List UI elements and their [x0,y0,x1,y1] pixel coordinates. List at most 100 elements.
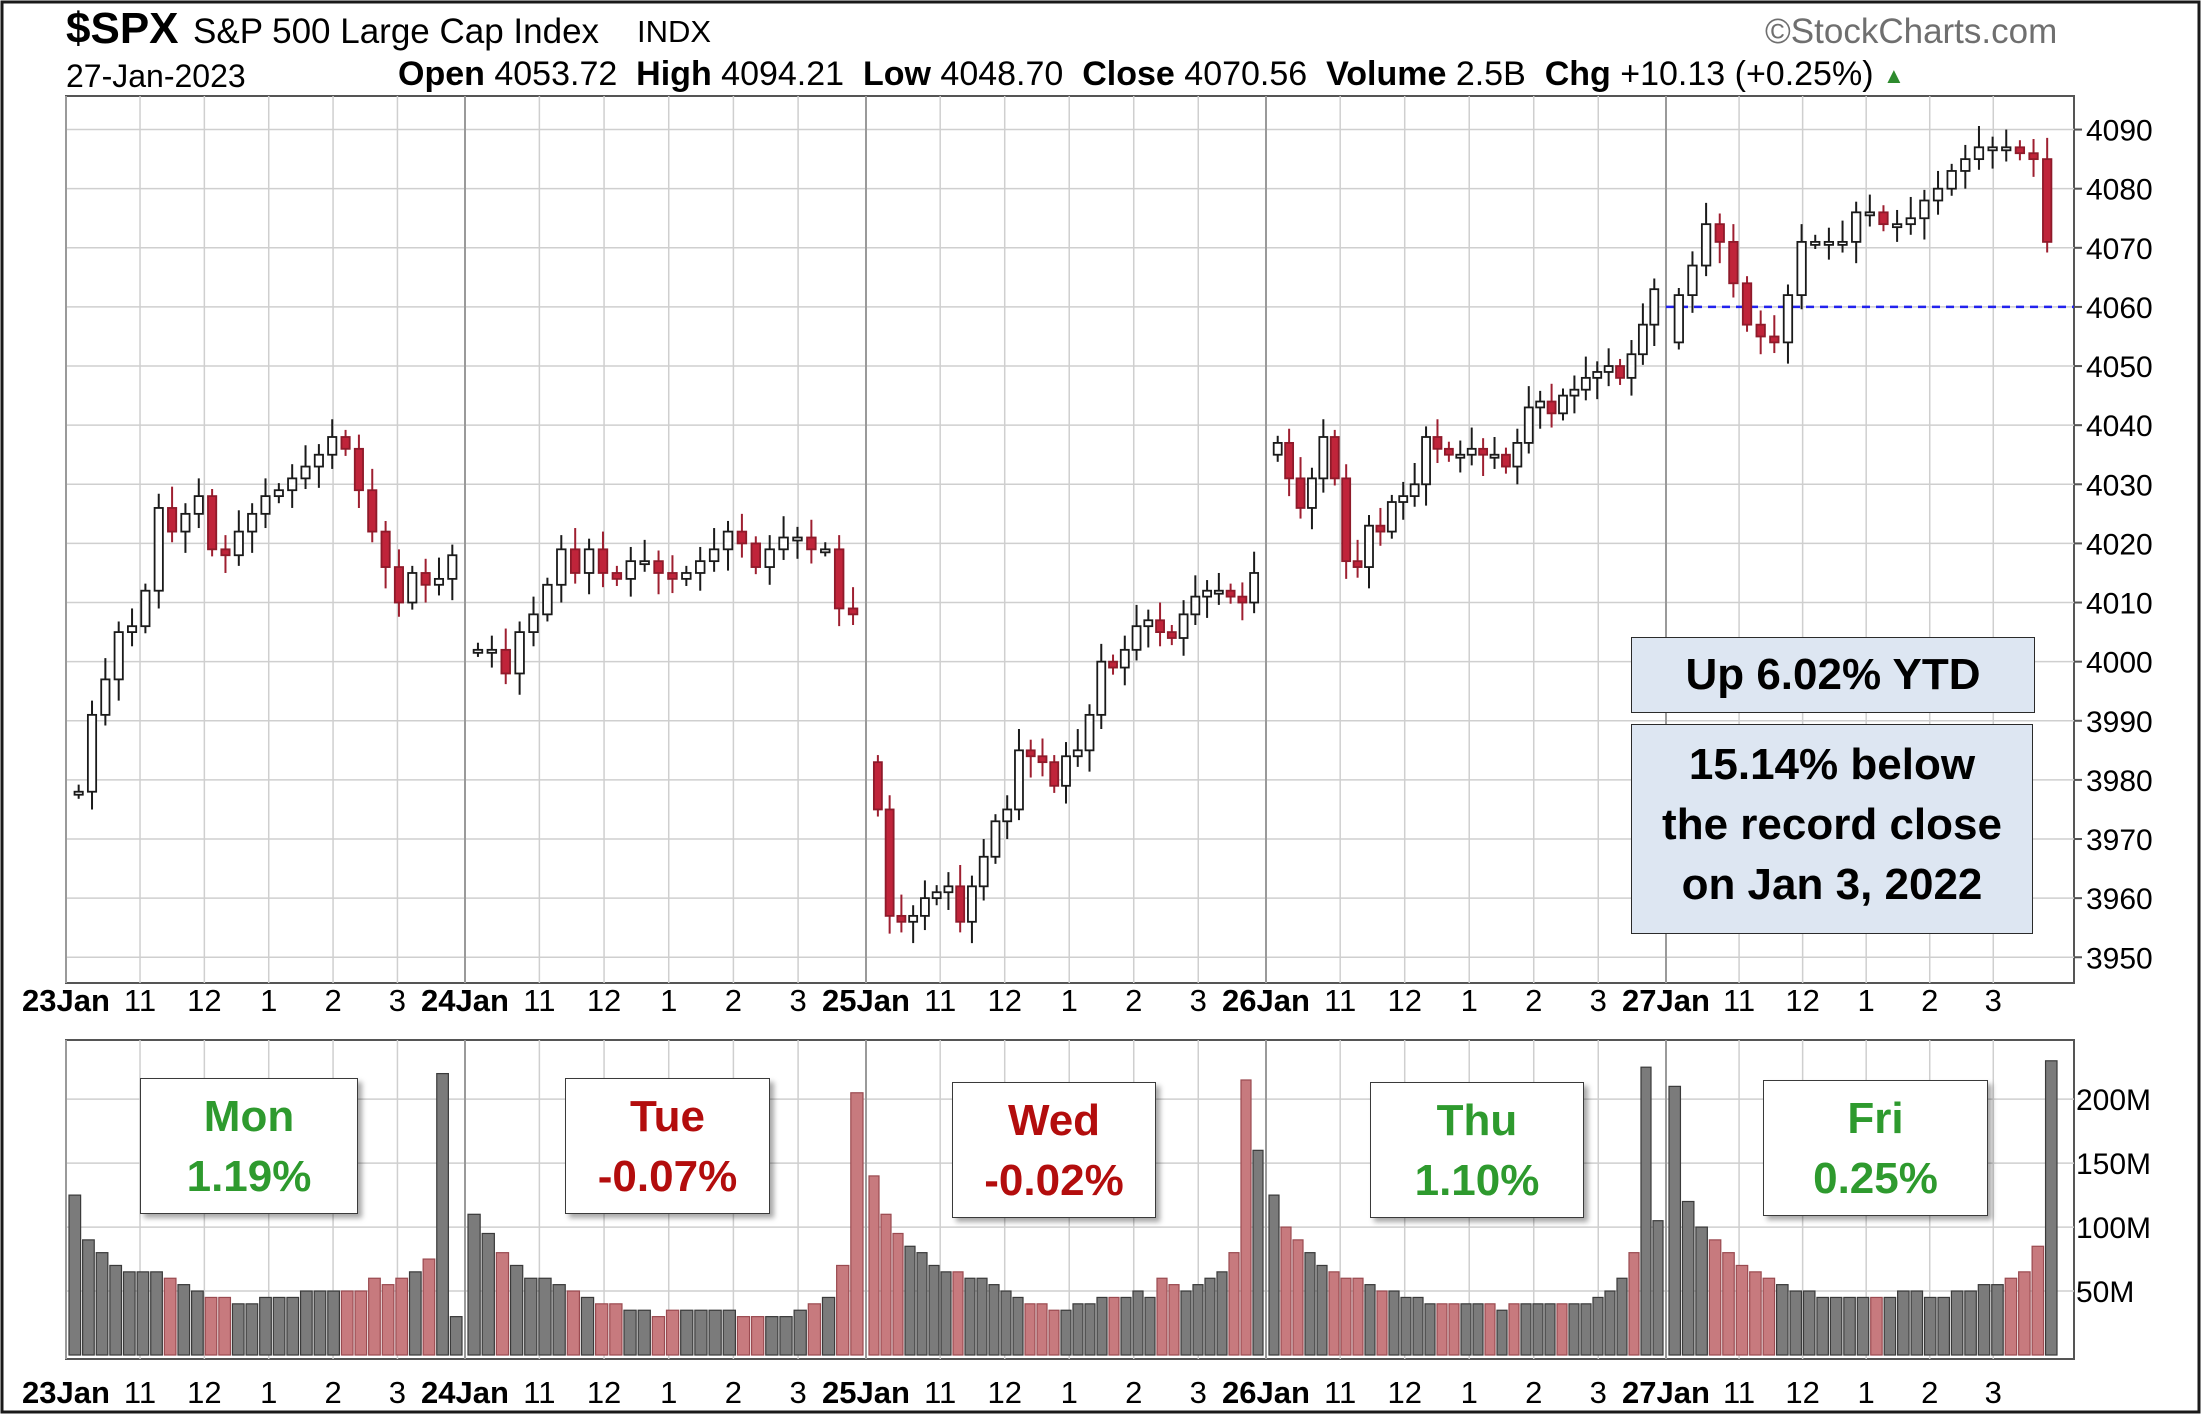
candle-up [514,631,525,675]
low-value: 4048.70 [940,55,1064,93]
volume-bar-up [694,1309,708,1356]
volume-x-tick-label: 27Jan [1622,1375,1710,1410]
price-axis-label: 4020 [2086,528,2153,561]
candle-up [1673,294,1684,344]
price-x-tick-label: 11 [1723,983,1755,1018]
price-x-tick-label: 3 [389,983,406,1018]
ticker-symbol: $SPX [66,4,179,53]
day-label: Wed [1007,1096,1101,1145]
volume-bar-down [1240,1079,1252,1356]
volume-bar-up [509,1264,524,1356]
candle-down [1443,447,1454,456]
candle-up [472,648,484,654]
volume-bar-up [988,1284,1000,1356]
volume-bar-down [340,1290,354,1356]
candle-up [1823,240,1835,246]
volume-bar-up [408,1271,422,1356]
volume-bar-down [1352,1277,1364,1356]
candle-up [583,548,595,574]
volume-bar-up [1204,1277,1216,1356]
candle-up [193,495,204,515]
candle-up [1072,749,1083,758]
candle-up [1864,211,1875,217]
open-value: 4053.72 [494,55,618,93]
candle-up [1700,223,1712,267]
candle-up [1782,294,1794,344]
candle-down [1714,223,1725,243]
volume-bar-up [637,1309,651,1356]
high-label: High [636,55,712,93]
volume-bar-up [1856,1296,1870,1356]
candle-up [1523,406,1534,444]
record-close-annotation: 15.14% below the record close on Jan 3, … [1631,724,2033,934]
price-x-tick-label: 1 [1858,983,1875,1018]
volume-x-tick-label: 2 [725,1375,742,1410]
volume-bar-up [122,1271,136,1356]
candle-up [1987,146,1998,152]
change-value: +10.13 (+0.25%) [1620,55,1874,93]
candle-down [1352,560,1363,568]
candle-up [1603,365,1614,373]
quote-date: 27-Jan-2023 [66,58,246,94]
price-axis-label: 4040 [2086,410,2153,443]
price-axis-label: 3950 [2086,942,2153,975]
volume-bar-down [1036,1303,1048,1356]
volume-bar-down [750,1316,765,1356]
candle-up [1213,589,1224,595]
candle-down [1478,447,1489,456]
volume-x-tick-label: 12 [587,1375,621,1410]
volume-x-tick-label: 11 [523,1375,555,1410]
candle-up [486,648,498,654]
candle-up [1512,442,1523,468]
price-x-tick-label: 1 [1061,983,1078,1018]
volume-bar-up [1937,1296,1951,1356]
candle-down [207,495,218,551]
candle-up [73,790,84,796]
price-axis-label: 4010 [2086,588,2153,621]
candle-up [407,572,418,604]
volume-bar-up [1789,1290,1803,1356]
volume-bar-up [177,1284,191,1356]
candle-up [1249,572,1260,604]
candle-down [1501,453,1511,468]
volume-x-tick-label: 11 [1723,1375,1755,1410]
candle-down [569,548,581,574]
candle-down [380,530,391,568]
volume-x-tick-label: 1 [1061,1375,1078,1410]
candle-up [127,625,138,633]
candle-up [764,548,775,568]
volume-bar-up [765,1316,779,1356]
volume-bar-up [245,1303,259,1356]
candle-down [847,607,859,616]
candle-down [167,507,178,533]
price-x-tick-label: 12 [1785,983,1819,1018]
volume-bar-down [1340,1277,1352,1356]
candle-down [1037,755,1048,764]
volume-bar-down [368,1277,381,1356]
candle-down [806,536,817,551]
volume-bar-up [136,1271,150,1356]
volume-bar-down [1735,1264,1749,1356]
volume-x-tick-label: 12 [1387,1375,1421,1410]
day-box-wednesday: Wed -0.02% [952,1082,1156,1218]
volume-bar-down [1168,1284,1180,1356]
price-x-tick-label: 2 [324,983,341,1018]
volume-bar-down [1228,1252,1240,1356]
volume-bar-up [1316,1264,1328,1356]
volume-x-tick-label: 12 [987,1375,1021,1410]
candle-down [653,560,664,574]
candle-down [597,548,609,574]
volume-bar-up [1424,1303,1436,1356]
candle-up [1084,713,1095,752]
volume-bar-down [495,1252,510,1356]
candle-down [1546,400,1557,415]
volume-bar-up [1460,1303,1472,1356]
candle-up [1364,524,1374,568]
volume-bar-down [218,1296,232,1356]
candle-down [393,566,404,604]
candle-up [140,589,151,628]
volume-bar-up [976,1277,988,1356]
volume-x-tick-label: 2 [324,1375,341,1410]
volume-x-tick-label: 25Jan [822,1375,910,1410]
volume-bar-down [1108,1296,1120,1356]
